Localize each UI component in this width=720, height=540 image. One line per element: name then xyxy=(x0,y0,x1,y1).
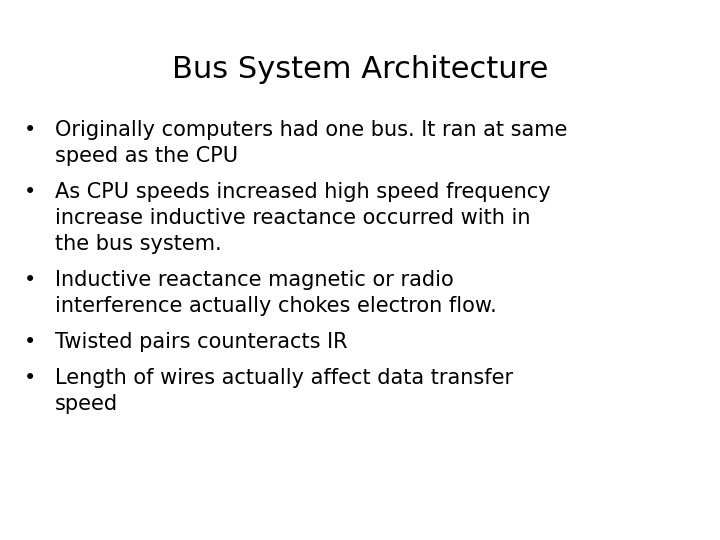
Text: Twisted pairs counteracts IR: Twisted pairs counteracts IR xyxy=(55,332,348,352)
Text: •: • xyxy=(24,120,36,140)
Text: speed: speed xyxy=(55,394,118,414)
Text: As CPU speeds increased high speed frequency: As CPU speeds increased high speed frequ… xyxy=(55,182,551,202)
Text: Inductive reactance magnetic or radio: Inductive reactance magnetic or radio xyxy=(55,270,454,290)
Text: •: • xyxy=(24,368,36,388)
Text: the bus system.: the bus system. xyxy=(55,234,222,254)
Text: Originally computers had one bus. It ran at same: Originally computers had one bus. It ran… xyxy=(55,120,567,140)
Text: Bus System Architecture: Bus System Architecture xyxy=(172,55,548,84)
Text: Length of wires actually affect data transfer: Length of wires actually affect data tra… xyxy=(55,368,513,388)
Text: increase inductive reactance occurred with in: increase inductive reactance occurred wi… xyxy=(55,208,531,228)
Text: •: • xyxy=(24,182,36,202)
Text: interference actually chokes electron flow.: interference actually chokes electron fl… xyxy=(55,296,497,316)
Text: speed as the CPU: speed as the CPU xyxy=(55,146,238,166)
Text: •: • xyxy=(24,332,36,352)
Text: •: • xyxy=(24,270,36,290)
